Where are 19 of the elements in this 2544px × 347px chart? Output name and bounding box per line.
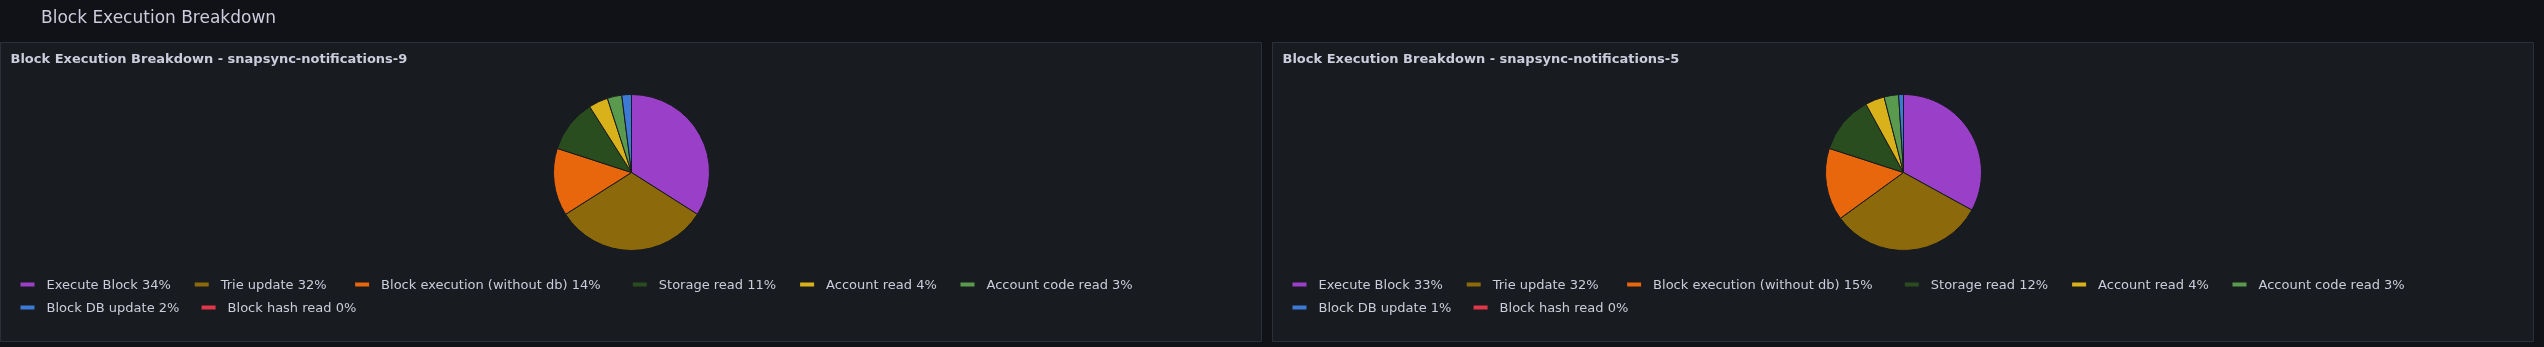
legend-label: Execute Block 33%	[1318, 277, 1443, 292]
legend-label: Storage read 12%	[1930, 277, 2049, 292]
legend-label: Execute Block 34%	[46, 277, 171, 292]
chart-title: Block Execution Breakdown - snapsync-notifications-9	[10, 51, 408, 66]
chart-title: Block Execution Breakdown - snapsync-notifications-5	[1282, 51, 1680, 66]
legend-label: Trie update 32%	[219, 277, 327, 292]
legend-label: Account read 4%	[826, 277, 937, 292]
legend-label: Storage read 11%	[658, 277, 777, 292]
legend-label: Block DB update 2%	[46, 300, 180, 315]
legend-label: Trie update 32%	[1491, 277, 1599, 292]
legend-label: Block hash read 0%	[1499, 300, 1629, 315]
legend-label: Block execution (without db) 15%	[1653, 277, 1873, 292]
legend-label: Account code read 3%	[2258, 277, 2405, 292]
legend-label: Account code read 3%	[986, 277, 1133, 292]
legend-label: Account read 4%	[2098, 277, 2209, 292]
legend-label: Block execution (without db) 14%	[381, 277, 601, 292]
legend-label: Block hash read 0%	[227, 300, 357, 315]
legend-label: Block DB update 1%	[1318, 300, 1452, 315]
text: Block Execution Breakdown	[41, 6, 277, 29]
